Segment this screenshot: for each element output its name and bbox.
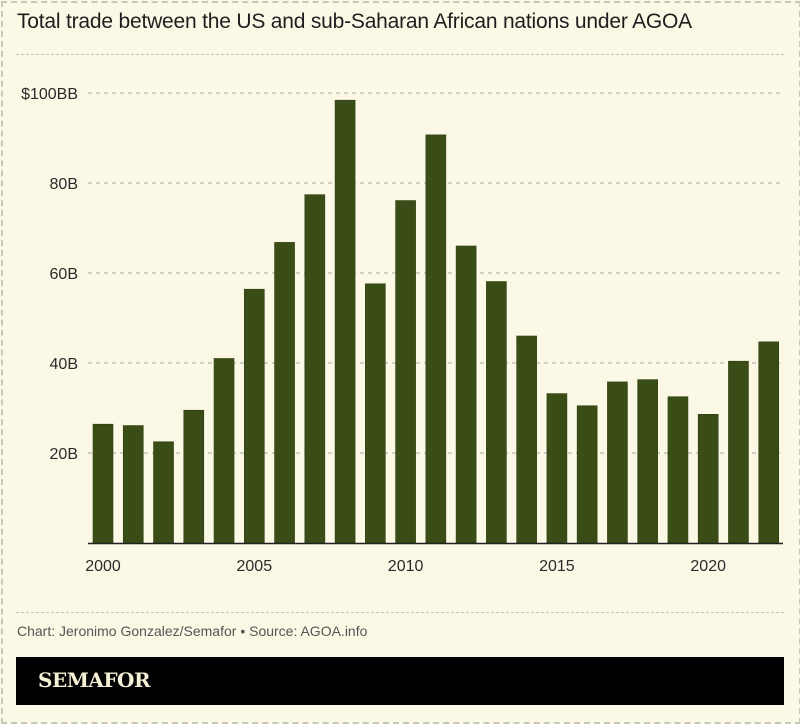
bar-2009	[365, 283, 386, 544]
bar-2018	[637, 379, 658, 544]
y-tick-label: 40B	[50, 356, 78, 373]
bars	[92, 99, 780, 544]
x-tick-label: 2000	[85, 558, 121, 575]
brand-bar: SEMAFOR	[16, 657, 784, 705]
bar-2003	[183, 409, 205, 544]
bar-2013	[486, 281, 507, 544]
y-tick-label: 60B	[50, 266, 78, 283]
bar-2008	[334, 99, 356, 544]
y-tick-label: 80B	[50, 176, 78, 193]
bar-2004	[213, 358, 235, 544]
title-divider	[16, 54, 784, 55]
semafor-logo: SEMAFOR	[38, 668, 151, 692]
bar-2016	[576, 405, 598, 544]
chart-title: Total trade between the US and sub-Sahar…	[17, 10, 692, 33]
y-axis-labels: 20B 40B 60B 80B $100BB	[21, 86, 78, 463]
source-credit: Chart: Jeronimo Gonzalez/Semafor • Sourc…	[17, 623, 368, 639]
y-tick-label: $100BB	[21, 86, 78, 103]
x-tick-label: 2020	[690, 558, 726, 575]
bar-2006	[274, 242, 295, 544]
bar-2005	[244, 288, 265, 544]
y-tick-label: 20B	[50, 446, 78, 463]
bar-2000	[92, 423, 114, 544]
bar-2014	[516, 335, 537, 544]
bar-2017	[607, 381, 628, 544]
bar-2002	[153, 441, 174, 544]
bar-2007	[304, 194, 326, 544]
bar-2011	[425, 134, 447, 544]
bar-2021	[728, 360, 749, 544]
bar-2012	[455, 245, 477, 544]
bar-2022	[758, 341, 780, 544]
bar-2015	[546, 393, 568, 544]
bar-2020	[697, 413, 719, 544]
x-tick-label: 2010	[388, 558, 424, 575]
x-tick-label: 2015	[539, 558, 575, 575]
bar-2001	[122, 425, 144, 544]
x-axis-labels: 2000 2005 2010 2015 2020	[85, 558, 726, 575]
bar-chart: 20B 40B 60B 80B $100BB 2000 2005 2010 2015 2020	[21, 86, 783, 575]
x-tick-label: 2005	[237, 558, 273, 575]
bar-2019	[667, 396, 689, 544]
bar-2010	[395, 200, 416, 544]
footer-divider	[16, 612, 784, 613]
